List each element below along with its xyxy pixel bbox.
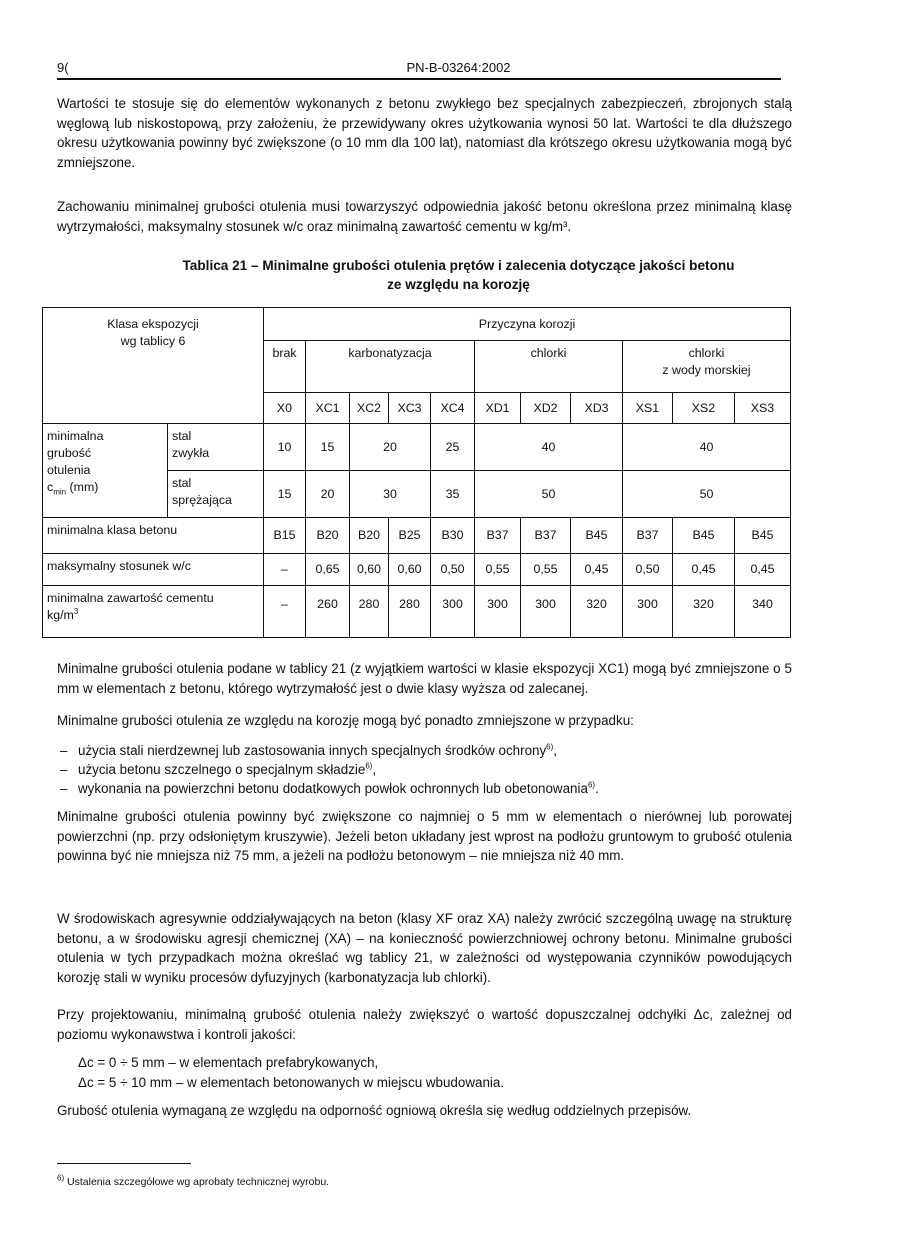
paragraph-7: Przy projektowaniu, minimalną grubość ot…: [57, 1007, 792, 1042]
cmin-cell: 40: [622, 423, 791, 471]
exposure-class-ref: wg tablicy 6: [120, 334, 186, 348]
steel-normal-label: stal zwykła: [167, 423, 264, 471]
corrosion-cause-header: Przyczyna korozji: [263, 307, 791, 341]
table-title-line-2: ze względu na korozję: [387, 277, 530, 292]
min-class-cell: B45: [570, 517, 623, 554]
cover-table: Klasa ekspozycji wg tablicy 6 Przyczyna …: [42, 307, 791, 638]
wc-cell: 0,45: [734, 553, 791, 586]
paragraph-1: Wartości te stosuje się do elementów wyk…: [57, 96, 792, 170]
cement-cell: 260: [305, 585, 350, 638]
class-cell: XC1: [305, 392, 350, 424]
paragraph-2: Zachowaniu minimalnej grubości otulenia …: [57, 199, 792, 234]
cement-cell: 300: [622, 585, 673, 638]
group-seawater-chlorides: chlorki z wody morskiej: [622, 340, 791, 393]
footnote-rule: [57, 1163, 191, 1164]
cement-label: minimalna zawartość cementu kg/m3: [42, 585, 264, 638]
cement-cell: 320: [672, 585, 735, 638]
delta-in-situ: Δc = 5 ÷ 10 mm – w elementach betonowany…: [78, 1075, 505, 1090]
list-item: użycia stali nierdzewnej lub zastosowani…: [60, 741, 599, 760]
min-class-cell: B37: [520, 517, 571, 554]
wc-cell: 0,50: [430, 553, 475, 586]
class-cell: XC4: [430, 392, 475, 424]
min-class-cell: B45: [672, 517, 735, 554]
group-seawater-line2: z wody morskiej: [662, 363, 751, 377]
cement-cell: 280: [349, 585, 389, 638]
cmin-cell: 15: [305, 423, 350, 471]
wc-cell: 0,55: [474, 553, 521, 586]
cmin-cell: 30: [349, 470, 431, 518]
list-item: wykonania na powierzchni betonu dodatkow…: [60, 779, 599, 798]
cmin-label: minimalna grubość otulenia cmin (mm): [42, 423, 168, 518]
header-rule: [57, 78, 781, 80]
class-cell: XS1: [622, 392, 673, 424]
wc-cell: –: [263, 553, 306, 586]
class-cell: XC2: [349, 392, 389, 424]
paragraph-8: Grubość otulenia wymaganą ze względu na …: [57, 1103, 692, 1118]
wc-cell: 0,45: [570, 553, 623, 586]
cmin-symbol: cmin (mm): [47, 480, 99, 497]
min-class-cell: B37: [622, 517, 673, 554]
cmin-cell: 50: [622, 470, 791, 518]
cmin-cell: 20: [349, 423, 431, 471]
paragraph-3: Minimalne grubości otulenia podane w tab…: [57, 661, 792, 696]
cmin-cell: 35: [430, 470, 475, 518]
min-class-cell: B37: [474, 517, 521, 554]
cmin-cell: 15: [263, 470, 306, 518]
cmin-cell: 20: [305, 470, 350, 518]
cement-cell: 340: [734, 585, 791, 638]
group-seawater-line1: chlorki: [688, 346, 725, 360]
class-cell: XS3: [734, 392, 791, 424]
steel-prestressed-label: stal sprężająca: [167, 470, 264, 518]
wc-cell: 0,60: [349, 553, 389, 586]
group-chlorides: chlorki: [474, 340, 623, 393]
min-class-cell: B45: [734, 517, 791, 554]
table-title-line-1: Tablica 21 – Minimalne grubości otulenia…: [182, 258, 735, 273]
class-cell: XD3: [570, 392, 623, 424]
cmin-label-line: otulenia: [47, 463, 91, 477]
class-cell: XD1: [474, 392, 521, 424]
min-class-label: minimalna klasa betonu: [42, 517, 264, 554]
cmin-label-line: grubość: [47, 446, 92, 460]
min-class-cell: B20: [349, 517, 389, 554]
min-class-cell: B25: [388, 517, 431, 554]
delta-prefab: Δc = 0 ÷ 5 mm – w elementach prefabrykow…: [78, 1055, 379, 1070]
min-class-cell: B30: [430, 517, 475, 554]
cmin-cell: 50: [474, 470, 623, 518]
group-carbonation: karbonatyzacja: [305, 340, 475, 393]
cmin-cell: 40: [474, 423, 623, 471]
cement-cell: –: [263, 585, 306, 638]
footnote: 6) Ustalenia szczegółowe wg aprobaty tec…: [57, 1173, 330, 1188]
cement-cell: 300: [520, 585, 571, 638]
wc-cell: 0,65: [305, 553, 350, 586]
class-cell: X0: [263, 392, 306, 424]
class-cell: XS2: [672, 392, 735, 424]
cmin-cell: 10: [263, 423, 306, 471]
class-cell: XC3: [388, 392, 431, 424]
page-number: 9(: [57, 60, 69, 75]
wc-cell: 0,60: [388, 553, 431, 586]
min-class-cell: B20: [305, 517, 350, 554]
cement-cell: 300: [430, 585, 475, 638]
class-cell: XD2: [520, 392, 571, 424]
paragraph-6: W środowiskach agresywnie oddziaływający…: [57, 911, 792, 985]
cement-cell: 300: [474, 585, 521, 638]
group-none: brak: [263, 340, 306, 393]
standard-number: PN-B-03264:2002: [406, 60, 511, 75]
reduction-list: użycia stali nierdzewnej lub zastosowani…: [60, 741, 599, 798]
list-item: użycia betonu szczelnego o specjalnym sk…: [60, 760, 599, 779]
exposure-class-label: Klasa ekspozycji: [107, 317, 199, 331]
cmin-cell: 25: [430, 423, 475, 471]
exposure-class-header: Klasa ekspozycji wg tablicy 6: [42, 307, 264, 424]
min-class-cell: B15: [263, 517, 306, 554]
cmin-label-line: minimalna: [47, 429, 104, 443]
wc-cell: 0,45: [672, 553, 735, 586]
wc-cell: 0,55: [520, 553, 571, 586]
paragraph-5: Minimalne grubości otulenia powinny być …: [57, 809, 792, 863]
cement-cell: 280: [388, 585, 431, 638]
paragraph-4: Minimalne grubości otulenia ze względu n…: [57, 713, 634, 728]
wc-cell: 0,50: [622, 553, 673, 586]
cement-cell: 320: [570, 585, 623, 638]
wc-label: maksymalny stosunek w/c: [42, 553, 264, 586]
